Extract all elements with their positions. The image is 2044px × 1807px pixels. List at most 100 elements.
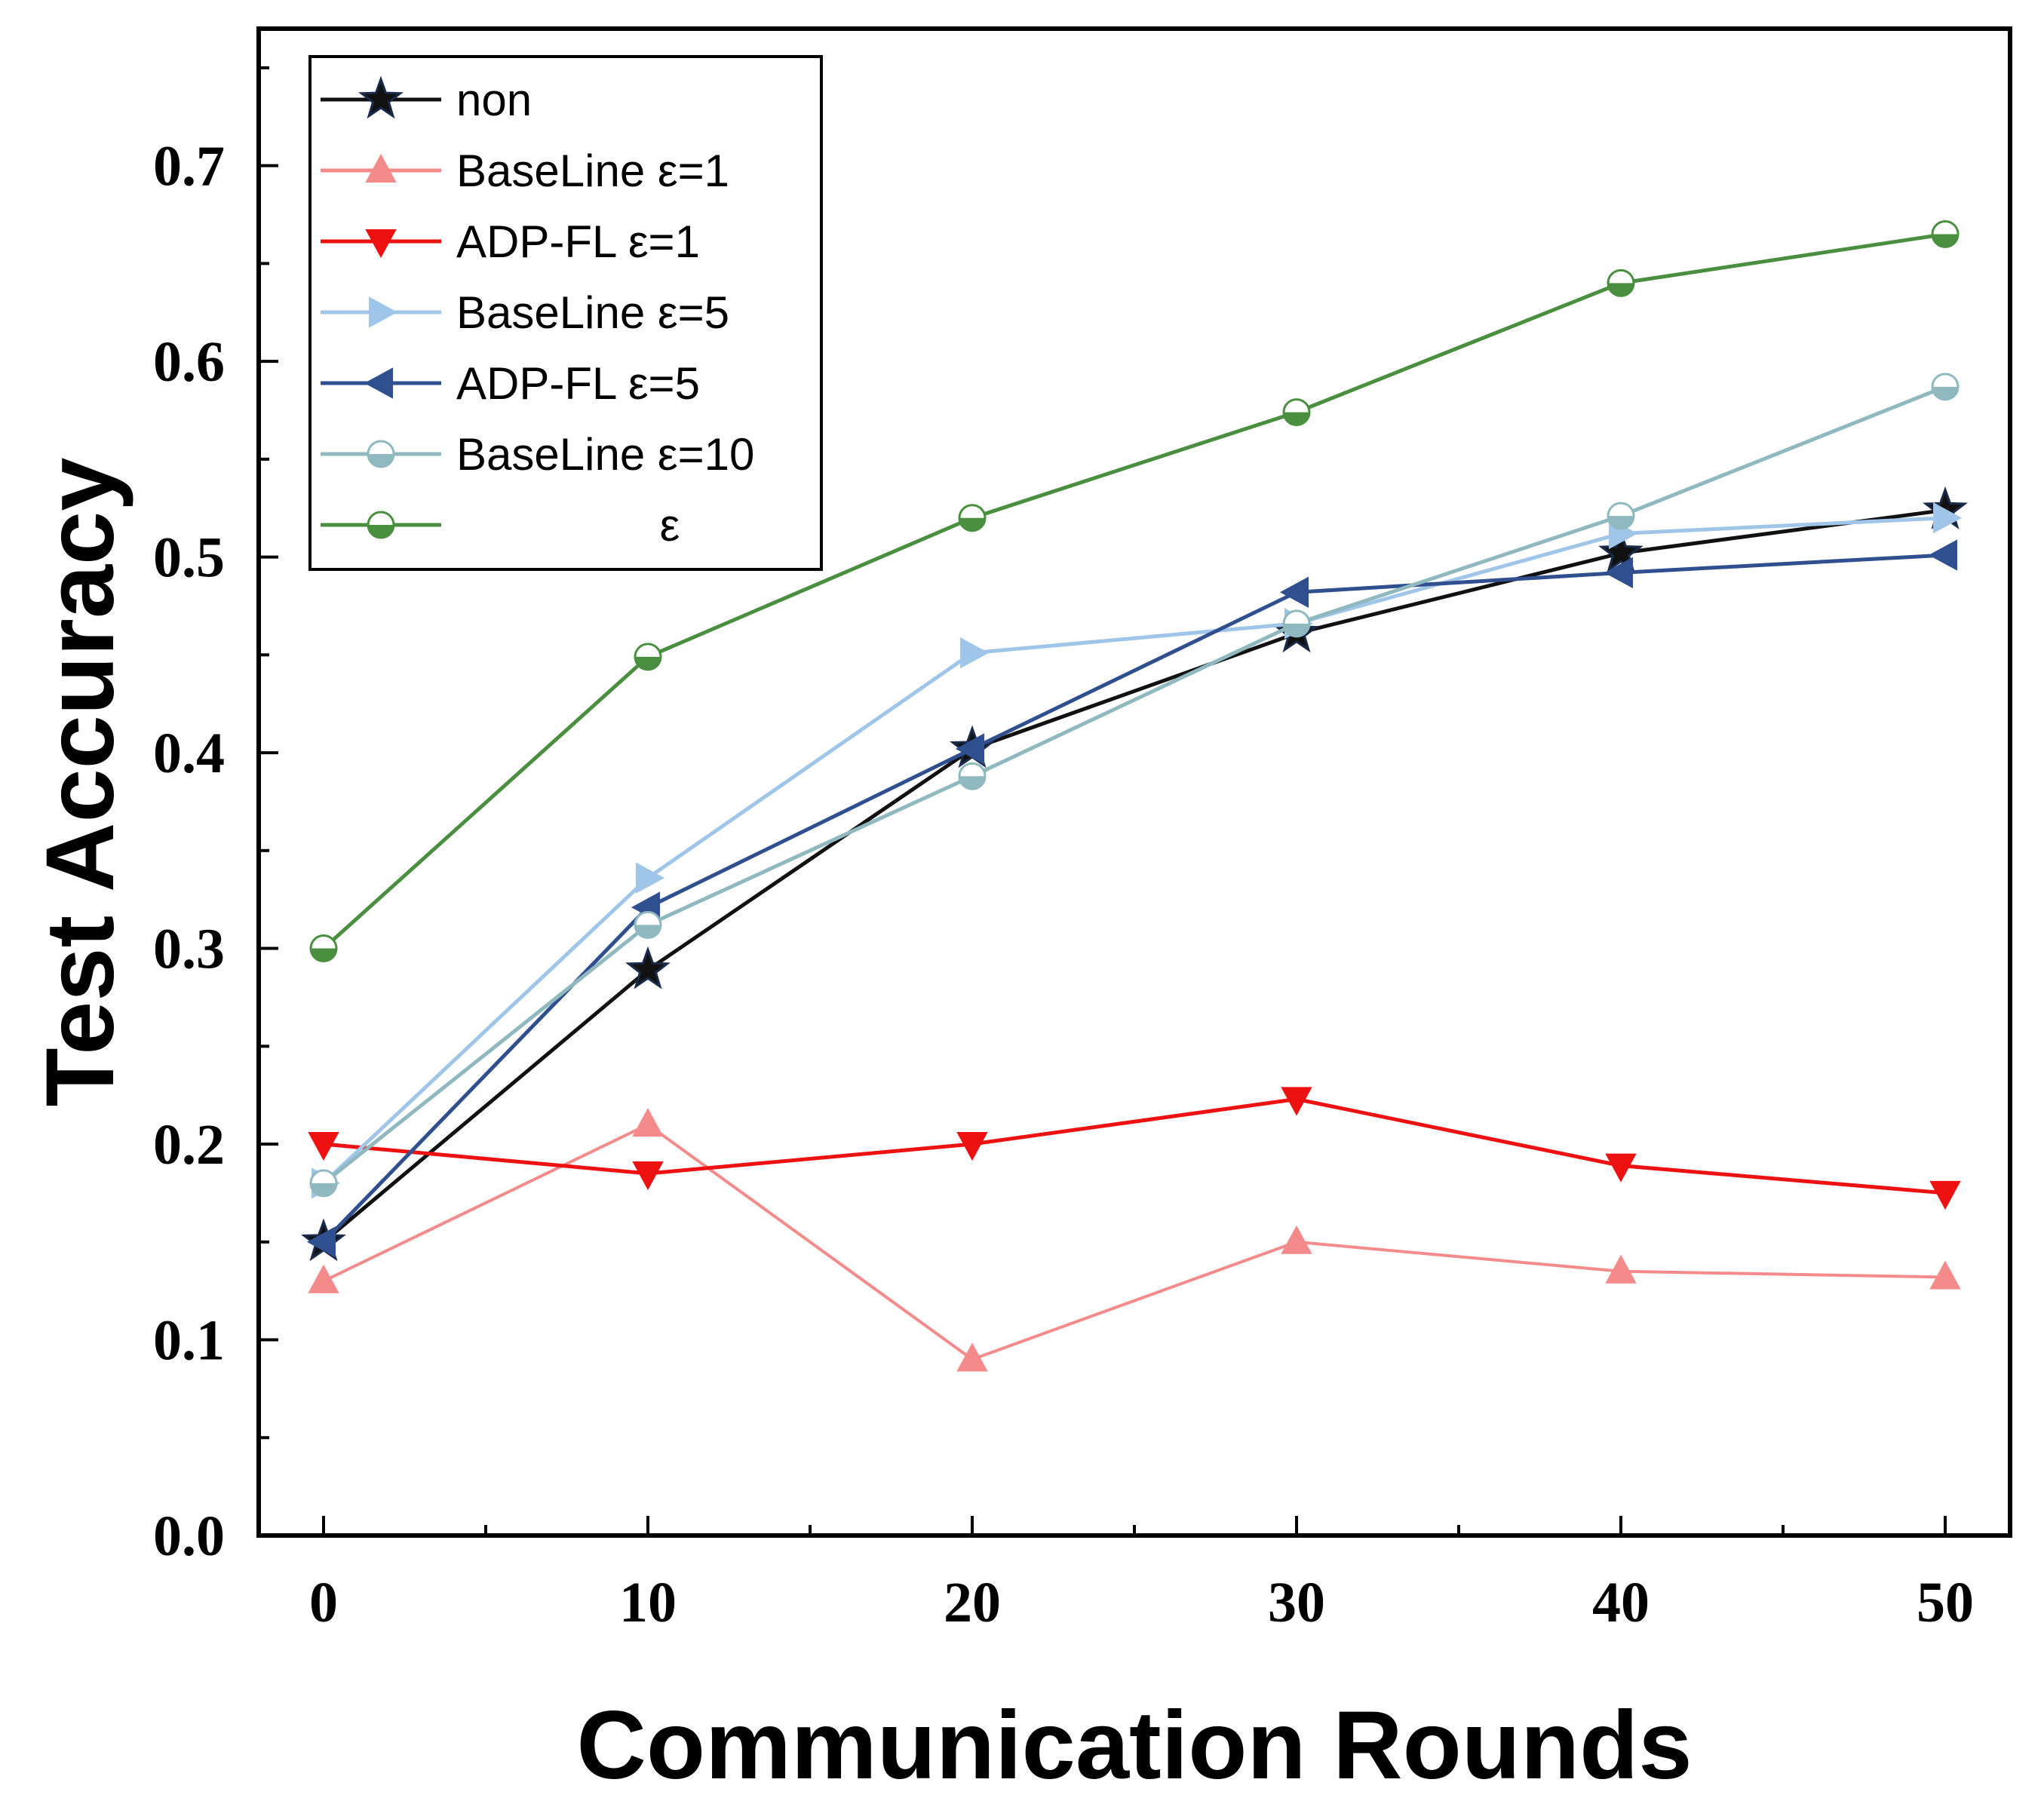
data-point [1605, 1254, 1637, 1284]
legend-item: ε [321, 500, 680, 551]
legend-swatch-marker [365, 229, 397, 259]
data-point [634, 643, 662, 671]
marker-fill [368, 454, 394, 467]
marker-fill [311, 1183, 336, 1196]
data-point [1607, 268, 1635, 297]
data-point [634, 910, 662, 939]
series-line [322, 508, 1946, 1244]
data-point [309, 1169, 338, 1198]
x-tick-label: 50 [1917, 1571, 1974, 1634]
series-6 [309, 219, 1960, 963]
series-3 [312, 502, 1963, 1199]
data-point [1282, 398, 1311, 427]
data-point [1604, 557, 1633, 589]
legend-item: ADP-FL ε=5 [321, 358, 700, 409]
legend-item: ADP-FL ε=1 [321, 216, 700, 267]
series-0 [301, 486, 1968, 1262]
x-tick-label: 40 [1592, 1571, 1650, 1634]
data-point [636, 862, 665, 894]
x-tick-label: 30 [1268, 1571, 1325, 1634]
data-point [1931, 373, 1960, 401]
data-point [625, 946, 671, 989]
tick-labels: 0.0 0.1 0.2 0.3 0.4 0.5 0.6 0.7 0 10 20 30 40 50 [153, 135, 1974, 1634]
x-axis-title: Communication Rounds [576, 1692, 1692, 1799]
data-point [1928, 539, 1957, 571]
y-tick-label: 0.7 [153, 135, 225, 198]
legend-swatch-marker [364, 367, 393, 399]
data-point [1281, 1225, 1312, 1254]
series-line [322, 553, 1946, 1244]
data-point [956, 1132, 988, 1161]
marker-fill [1284, 412, 1309, 425]
data-point [308, 1132, 339, 1161]
ticks-layer [259, 66, 1947, 1537]
legend-label: ε [660, 500, 680, 551]
series-layer [301, 219, 1968, 1372]
marker-fill [1284, 623, 1309, 637]
marker-fill [1932, 234, 1958, 247]
y-tick-label: 0.3 [153, 918, 225, 981]
legend-item: non [321, 75, 532, 125]
legend-items: non BaseLine ε=1 ADP-FL ε=1 BaseLine ε=5 ADP… [321, 75, 754, 551]
y-tick-label: 0.6 [153, 330, 225, 394]
y-tick-label: 0.1 [153, 1309, 225, 1373]
legend-label: BaseLine ε=5 [456, 287, 729, 338]
data-point [306, 1226, 336, 1258]
y-tick-label: 0.4 [153, 722, 225, 785]
data-point [1598, 529, 1643, 572]
y-axis-title: Test Accuracy [26, 458, 134, 1107]
data-point [958, 762, 987, 790]
legend-item: BaseLine ε=10 [321, 429, 754, 480]
legend-label: ADP-FL ε=1 [456, 216, 700, 267]
legend-label: ADP-FL ε=5 [456, 358, 700, 409]
data-point [1279, 576, 1309, 608]
data-point [632, 1161, 664, 1191]
data-point [308, 1264, 339, 1293]
x-tick-label: 20 [944, 1571, 1001, 1634]
data-point [1607, 502, 1635, 530]
x-tick-label: 10 [619, 1571, 677, 1634]
legend-swatch-marker [365, 153, 397, 183]
series-2 [308, 1087, 1961, 1210]
legend-swatch-marker [367, 440, 395, 468]
legend: non BaseLine ε=1 ADP-FL ε=1 BaseLine ε=5 ADP… [308, 55, 823, 571]
data-point [960, 637, 990, 669]
data-point [1929, 1260, 1961, 1290]
series-line [322, 385, 1946, 1185]
x-tick-label: 0 [309, 1571, 338, 1634]
series-4 [306, 539, 1957, 1258]
marker-fill [635, 925, 661, 938]
data-point [1281, 1087, 1312, 1116]
data-point [958, 504, 987, 532]
marker-fill [1608, 516, 1634, 529]
data-point [956, 1342, 988, 1372]
marker-fill [368, 525, 394, 538]
legend-label: BaseLine ε=1 [456, 146, 729, 196]
data-point [955, 733, 984, 765]
marker-fill [959, 776, 985, 790]
marker-fill [1608, 283, 1634, 296]
series-1 [308, 1108, 1961, 1372]
data-point [1282, 609, 1311, 638]
data-point [309, 934, 338, 963]
legend-label: non [456, 75, 532, 125]
series-line [323, 1097, 1946, 1195]
data-point [632, 1108, 664, 1137]
marker-fill [1932, 386, 1958, 400]
series-line [323, 1122, 1946, 1361]
data-point [1931, 219, 1960, 248]
series-line [322, 516, 1946, 1185]
data-point [1933, 502, 1963, 534]
marker-fill [635, 656, 661, 670]
legend-item: BaseLine ε=5 [321, 287, 729, 338]
y-tick-label: 0.5 [153, 526, 225, 590]
marker-fill [959, 517, 985, 531]
legend-item: BaseLine ε=1 [321, 146, 729, 196]
legend-swatch-marker [358, 75, 404, 119]
data-point [1605, 1153, 1637, 1183]
series-line [322, 232, 1946, 950]
legend-swatch-marker [369, 296, 398, 328]
series-5 [309, 373, 1960, 1198]
y-tick-label: 0.0 [153, 1505, 225, 1568]
